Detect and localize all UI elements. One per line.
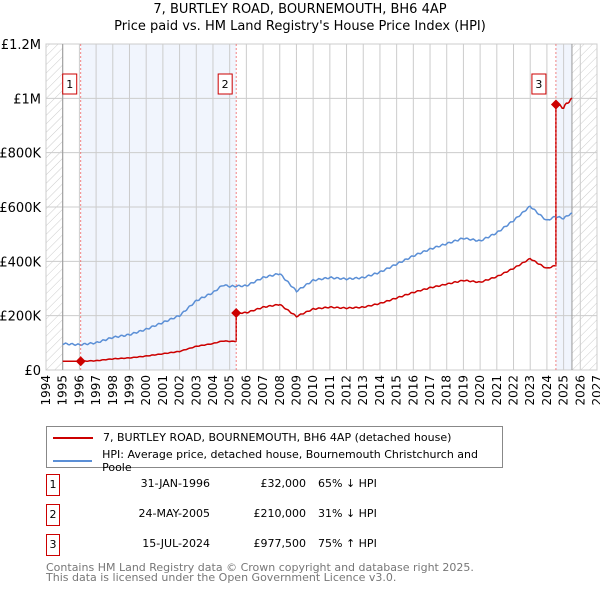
- sale-price: £210,000: [253, 507, 307, 520]
- sale-label-number: 2: [222, 78, 229, 91]
- x-tick-label: 2021: [490, 375, 504, 406]
- x-tick-label: 2015: [390, 375, 404, 406]
- sale-hpi-diff: 75% ↑ HPI: [318, 537, 377, 550]
- y-tick-label: £200K: [0, 310, 41, 325]
- x-tick-label: 1997: [89, 375, 103, 406]
- legend-hpi-swatch: [53, 460, 93, 462]
- y-tick-label: £400K: [0, 255, 41, 270]
- sale-number: 3: [46, 534, 60, 556]
- legend-price-label: 7, BURTLEY ROAD, BOURNEMOUTH, BH6 4AP (d…: [103, 431, 452, 444]
- sale-hpi-diff: 31% ↓ HPI: [318, 507, 377, 520]
- x-tick-label: 2011: [323, 375, 337, 406]
- x-tick-label: 2010: [306, 375, 320, 406]
- sale-point: [231, 307, 242, 318]
- x-tick-label: 1995: [56, 375, 70, 406]
- hpi-line: [62, 205, 573, 347]
- x-tick-label: 2009: [289, 375, 303, 406]
- footer-copyright: Contains HM Land Registry data © Crown c…: [46, 561, 474, 574]
- x-tick-label: 1996: [72, 375, 86, 406]
- footer-licence: This data is licensed under the Open Gov…: [46, 571, 397, 584]
- sale-date: 15-JUL-2024: [142, 537, 210, 550]
- x-tick-label: 2005: [223, 375, 237, 406]
- sale-number: 1: [46, 474, 60, 496]
- x-tick-label: 2023: [523, 375, 537, 406]
- x-tick-label: 2019: [456, 375, 470, 406]
- legend-price-swatch: [53, 436, 93, 439]
- x-tick-label: 2001: [156, 375, 170, 406]
- x-tick-label: 2006: [239, 375, 253, 406]
- sale-label-number: 1: [66, 78, 73, 91]
- sale-date: 31-JAN-1996: [140, 477, 210, 490]
- sale-label-number: 3: [535, 78, 542, 91]
- sale-point: [75, 356, 86, 367]
- sale-date: 24-MAY-2005: [138, 507, 210, 520]
- sale-number: 2: [46, 504, 60, 526]
- x-tick-label: 2004: [206, 375, 220, 406]
- x-tick-label: 1999: [122, 375, 136, 406]
- legend: 7, BURTLEY ROAD, BOURNEMOUTH, BH6 4AP (d…: [46, 426, 503, 474]
- x-tick-label: 2018: [440, 375, 454, 406]
- sale-hpi-diff: 65% ↓ HPI: [318, 477, 377, 490]
- chart-title: 7, BURTLEY ROAD, BOURNEMOUTH, BH6 4AP: [153, 2, 447, 17]
- sale-price: £32,000: [260, 477, 307, 490]
- x-tick-label: 2022: [507, 375, 521, 406]
- x-tick-label: 2027: [590, 375, 600, 406]
- sale-price: £977,500: [253, 537, 307, 550]
- y-tick-label: £600K: [0, 201, 41, 216]
- legend-hpi-label: HPI: Average price, detached house, Bour…: [102, 448, 479, 474]
- x-tick-label: 2016: [406, 375, 420, 406]
- chart-subtitle: Price paid vs. HM Land Registry's House …: [114, 19, 486, 34]
- y-tick-label: £0: [24, 364, 41, 379]
- price-line: [62, 97, 573, 363]
- x-tick-label: 2014: [373, 375, 387, 406]
- x-tick-label: 2008: [273, 375, 287, 406]
- x-tick-label: 2026: [573, 375, 587, 406]
- x-tick-label: 2002: [173, 375, 187, 406]
- plot-area: 1994 1995 1996 1997 1998 1999 2000 2001 2002 2003…: [0, 38, 600, 406]
- x-tick-label: 2020: [473, 375, 487, 406]
- sale-label-box: [217, 73, 233, 95]
- sale-label-box: [62, 73, 78, 95]
- y-tick-label: £800K: [0, 147, 41, 162]
- x-tick-label: 2017: [423, 375, 437, 406]
- x-tick-label: 1994: [39, 375, 53, 406]
- x-tick-label: 2024: [540, 375, 554, 406]
- sale-point: [550, 99, 561, 110]
- x-tick-label: 2007: [256, 375, 270, 406]
- x-tick-label: 2013: [356, 375, 370, 406]
- x-tick-label: 1998: [106, 375, 120, 406]
- x-tick-label: 2025: [557, 375, 571, 406]
- y-tick-label: £1M: [13, 92, 41, 107]
- sale-label-box: [531, 73, 547, 95]
- y-tick-label: £1.2M: [1, 38, 41, 53]
- x-tick-label: 2012: [340, 375, 354, 406]
- x-tick-label: 2003: [189, 375, 203, 406]
- x-tick-label: 2000: [139, 375, 153, 406]
